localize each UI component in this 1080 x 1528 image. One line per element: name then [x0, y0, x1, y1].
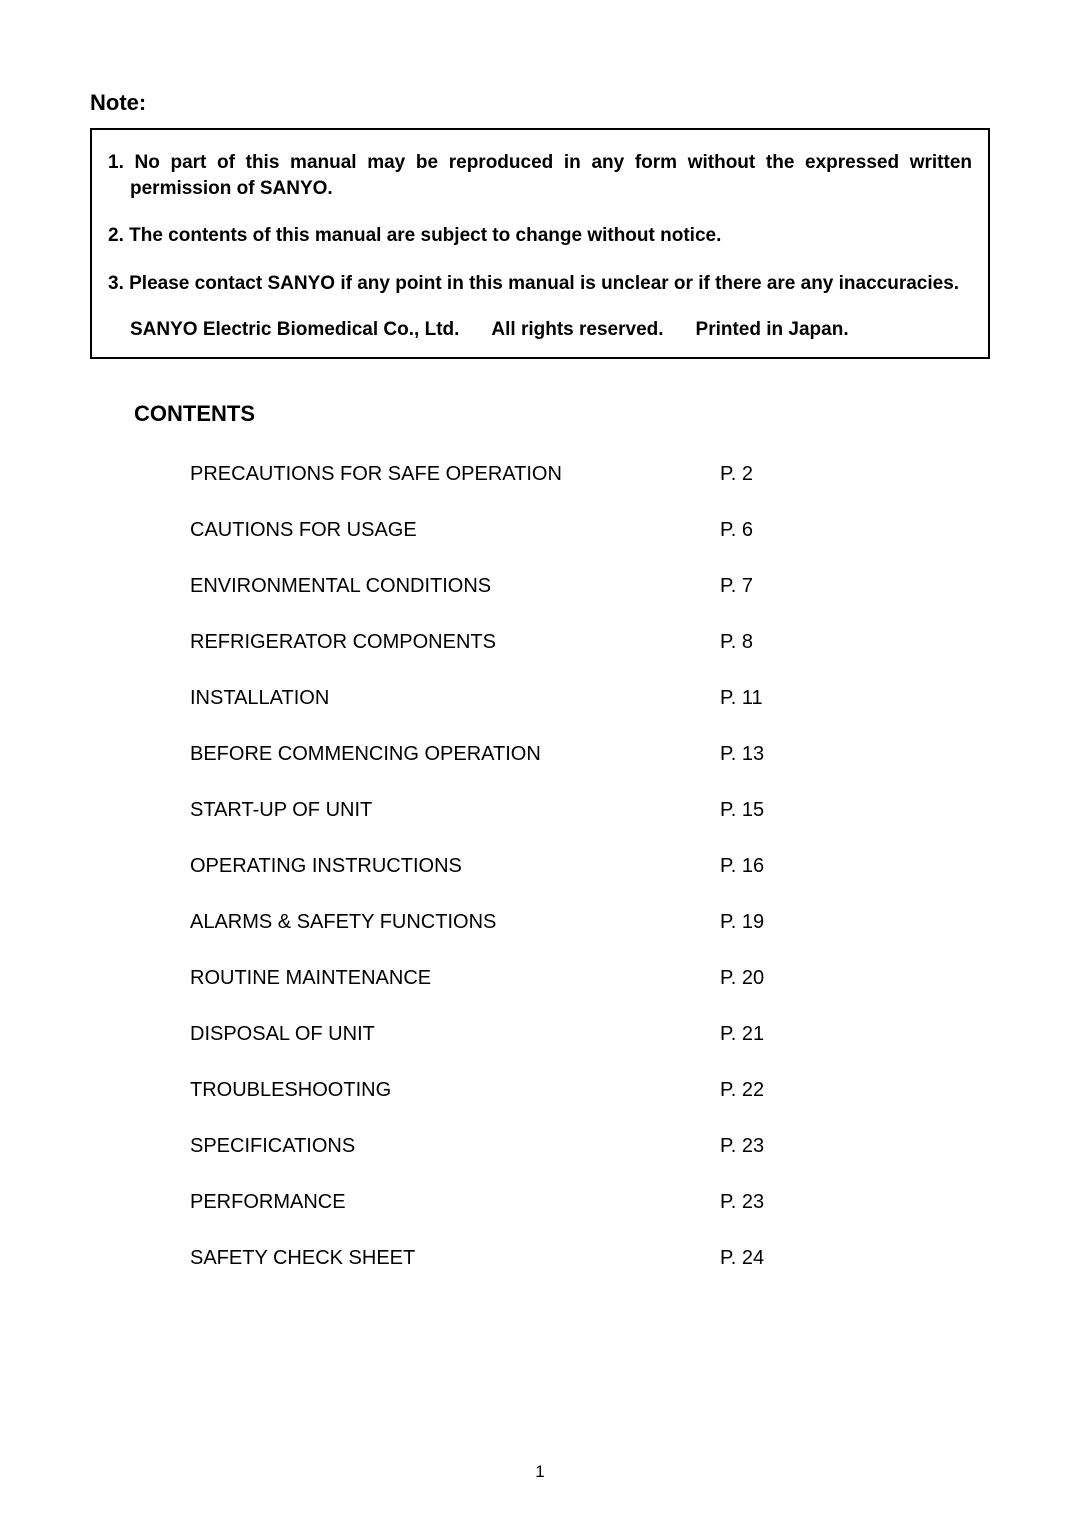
contents-title: ALARMS & SAFETY FUNCTIONS: [190, 911, 720, 934]
note-item-3: 3. Please contact SANYO if any point in …: [108, 271, 972, 297]
contents-title: SAFETY CHECK SHEET: [190, 1247, 720, 1270]
note-printed: Printed in Japan.: [696, 319, 849, 341]
note-heading: Note:: [90, 90, 990, 116]
note-box: 1. No part of this manual may be reprodu…: [90, 128, 990, 359]
note-item-2: 2. The contents of this manual are subje…: [108, 223, 972, 249]
contents-page: P. 16: [720, 855, 764, 878]
contents-title: SPECIFICATIONS: [190, 1135, 720, 1158]
note-footer: SANYO Electric Biomedical Co., Ltd. All …: [108, 319, 972, 341]
note-item-1: 1. No part of this manual may be reprodu…: [108, 150, 972, 201]
contents-entry: ROUTINE MAINTENANCE P. 20: [190, 967, 990, 990]
contents-page: P. 13: [720, 743, 764, 766]
contents-title: START-UP OF UNIT: [190, 799, 720, 822]
contents-page: P. 8: [720, 631, 753, 654]
contents-title: DISPOSAL OF UNIT: [190, 1023, 720, 1046]
page-number: 1: [535, 1462, 544, 1482]
contents-entry: ENVIRONMENTAL CONDITIONS P. 7: [190, 575, 990, 598]
contents-title: ENVIRONMENTAL CONDITIONS: [190, 575, 720, 598]
contents-title: CAUTIONS FOR USAGE: [190, 519, 720, 542]
contents-entry: SAFETY CHECK SHEET P. 24: [190, 1247, 990, 1270]
contents-page: P. 24: [720, 1247, 764, 1270]
contents-page: P. 7: [720, 575, 753, 598]
note-rights: All rights reserved.: [491, 319, 663, 341]
contents-entry: PERFORMANCE P. 23: [190, 1191, 990, 1214]
contents-entry: DISPOSAL OF UNIT P. 21: [190, 1023, 990, 1046]
contents-page: P. 2: [720, 463, 753, 486]
contents-page: P. 20: [720, 967, 764, 990]
contents-page: P. 23: [720, 1191, 764, 1214]
contents-title: REFRIGERATOR COMPONENTS: [190, 631, 720, 654]
contents-title: BEFORE COMMENCING OPERATION: [190, 743, 720, 766]
contents-title: ROUTINE MAINTENANCE: [190, 967, 720, 990]
contents-entry: CAUTIONS FOR USAGE P. 6: [190, 519, 990, 542]
contents-entry: INSTALLATION P. 11: [190, 687, 990, 710]
contents-title: TROUBLESHOOTING: [190, 1079, 720, 1102]
contents-entry: TROUBLESHOOTING P. 22: [190, 1079, 990, 1102]
contents-title: OPERATING INSTRUCTIONS: [190, 855, 720, 878]
contents-entry: OPERATING INSTRUCTIONS P. 16: [190, 855, 990, 878]
contents-title: PERFORMANCE: [190, 1191, 720, 1214]
contents-heading: CONTENTS: [134, 401, 990, 427]
contents-entry: PRECAUTIONS FOR SAFE OPERATION P. 2: [190, 463, 990, 486]
contents-title: INSTALLATION: [190, 687, 720, 710]
contents-entry: REFRIGERATOR COMPONENTS P. 8: [190, 631, 990, 654]
contents-entry: BEFORE COMMENCING OPERATION P. 13: [190, 743, 990, 766]
contents-page: P. 23: [720, 1135, 764, 1158]
contents-page: P. 6: [720, 519, 753, 542]
contents-entry: SPECIFICATIONS P. 23: [190, 1135, 990, 1158]
contents-page: P. 11: [720, 687, 763, 710]
contents-page: P. 15: [720, 799, 764, 822]
contents-list: PRECAUTIONS FOR SAFE OPERATION P. 2 CAUT…: [190, 463, 990, 1270]
contents-page: P. 22: [720, 1079, 764, 1102]
contents-page: P. 19: [720, 911, 764, 934]
contents-entry: START-UP OF UNIT P. 15: [190, 799, 990, 822]
note-company: SANYO Electric Biomedical Co., Ltd.: [130, 319, 459, 341]
contents-entry: ALARMS & SAFETY FUNCTIONS P. 19: [190, 911, 990, 934]
contents-title: PRECAUTIONS FOR SAFE OPERATION: [190, 463, 720, 486]
contents-page: P. 21: [720, 1023, 764, 1046]
